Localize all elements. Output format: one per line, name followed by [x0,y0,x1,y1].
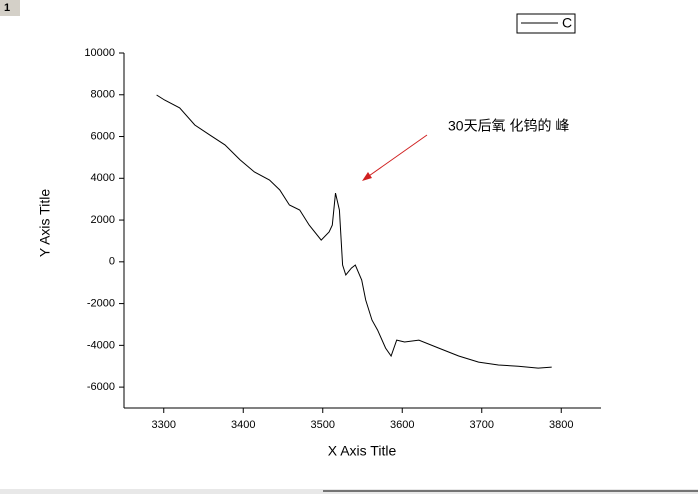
legend-label: C [562,15,572,31]
y-tick-label: -6000 [87,381,115,393]
y-tick-label: 8000 [91,89,115,101]
series-line [156,94,552,369]
x-axis-title: X Axis Title [328,443,397,459]
annotation-arrow [365,134,428,179]
window-badge [0,0,20,16]
y-tick-label: 4000 [91,172,115,184]
window-label: 1 [4,2,10,14]
y-tick-label: 10000 [84,47,115,59]
y-tick-label: 6000 [91,130,115,142]
x-tick-label: 3400 [231,419,255,431]
x-tick-label: 3800 [549,419,573,431]
x-tick-label: 3600 [390,419,414,431]
x-tick-label: 3500 [311,419,335,431]
y-tick-label: -2000 [87,297,115,309]
annotation: 30天后氧 化钨的 峰 [448,118,569,134]
y-tick-label: 2000 [91,214,115,226]
arrow-head [362,172,372,181]
y-tick-label: -4000 [87,339,115,351]
x-tick-label: 3700 [470,419,494,431]
x-tick-label: 3300 [152,419,176,431]
y-axis-title: Y Axis Title [37,189,53,257]
y-tick-label: 0 [109,256,115,268]
